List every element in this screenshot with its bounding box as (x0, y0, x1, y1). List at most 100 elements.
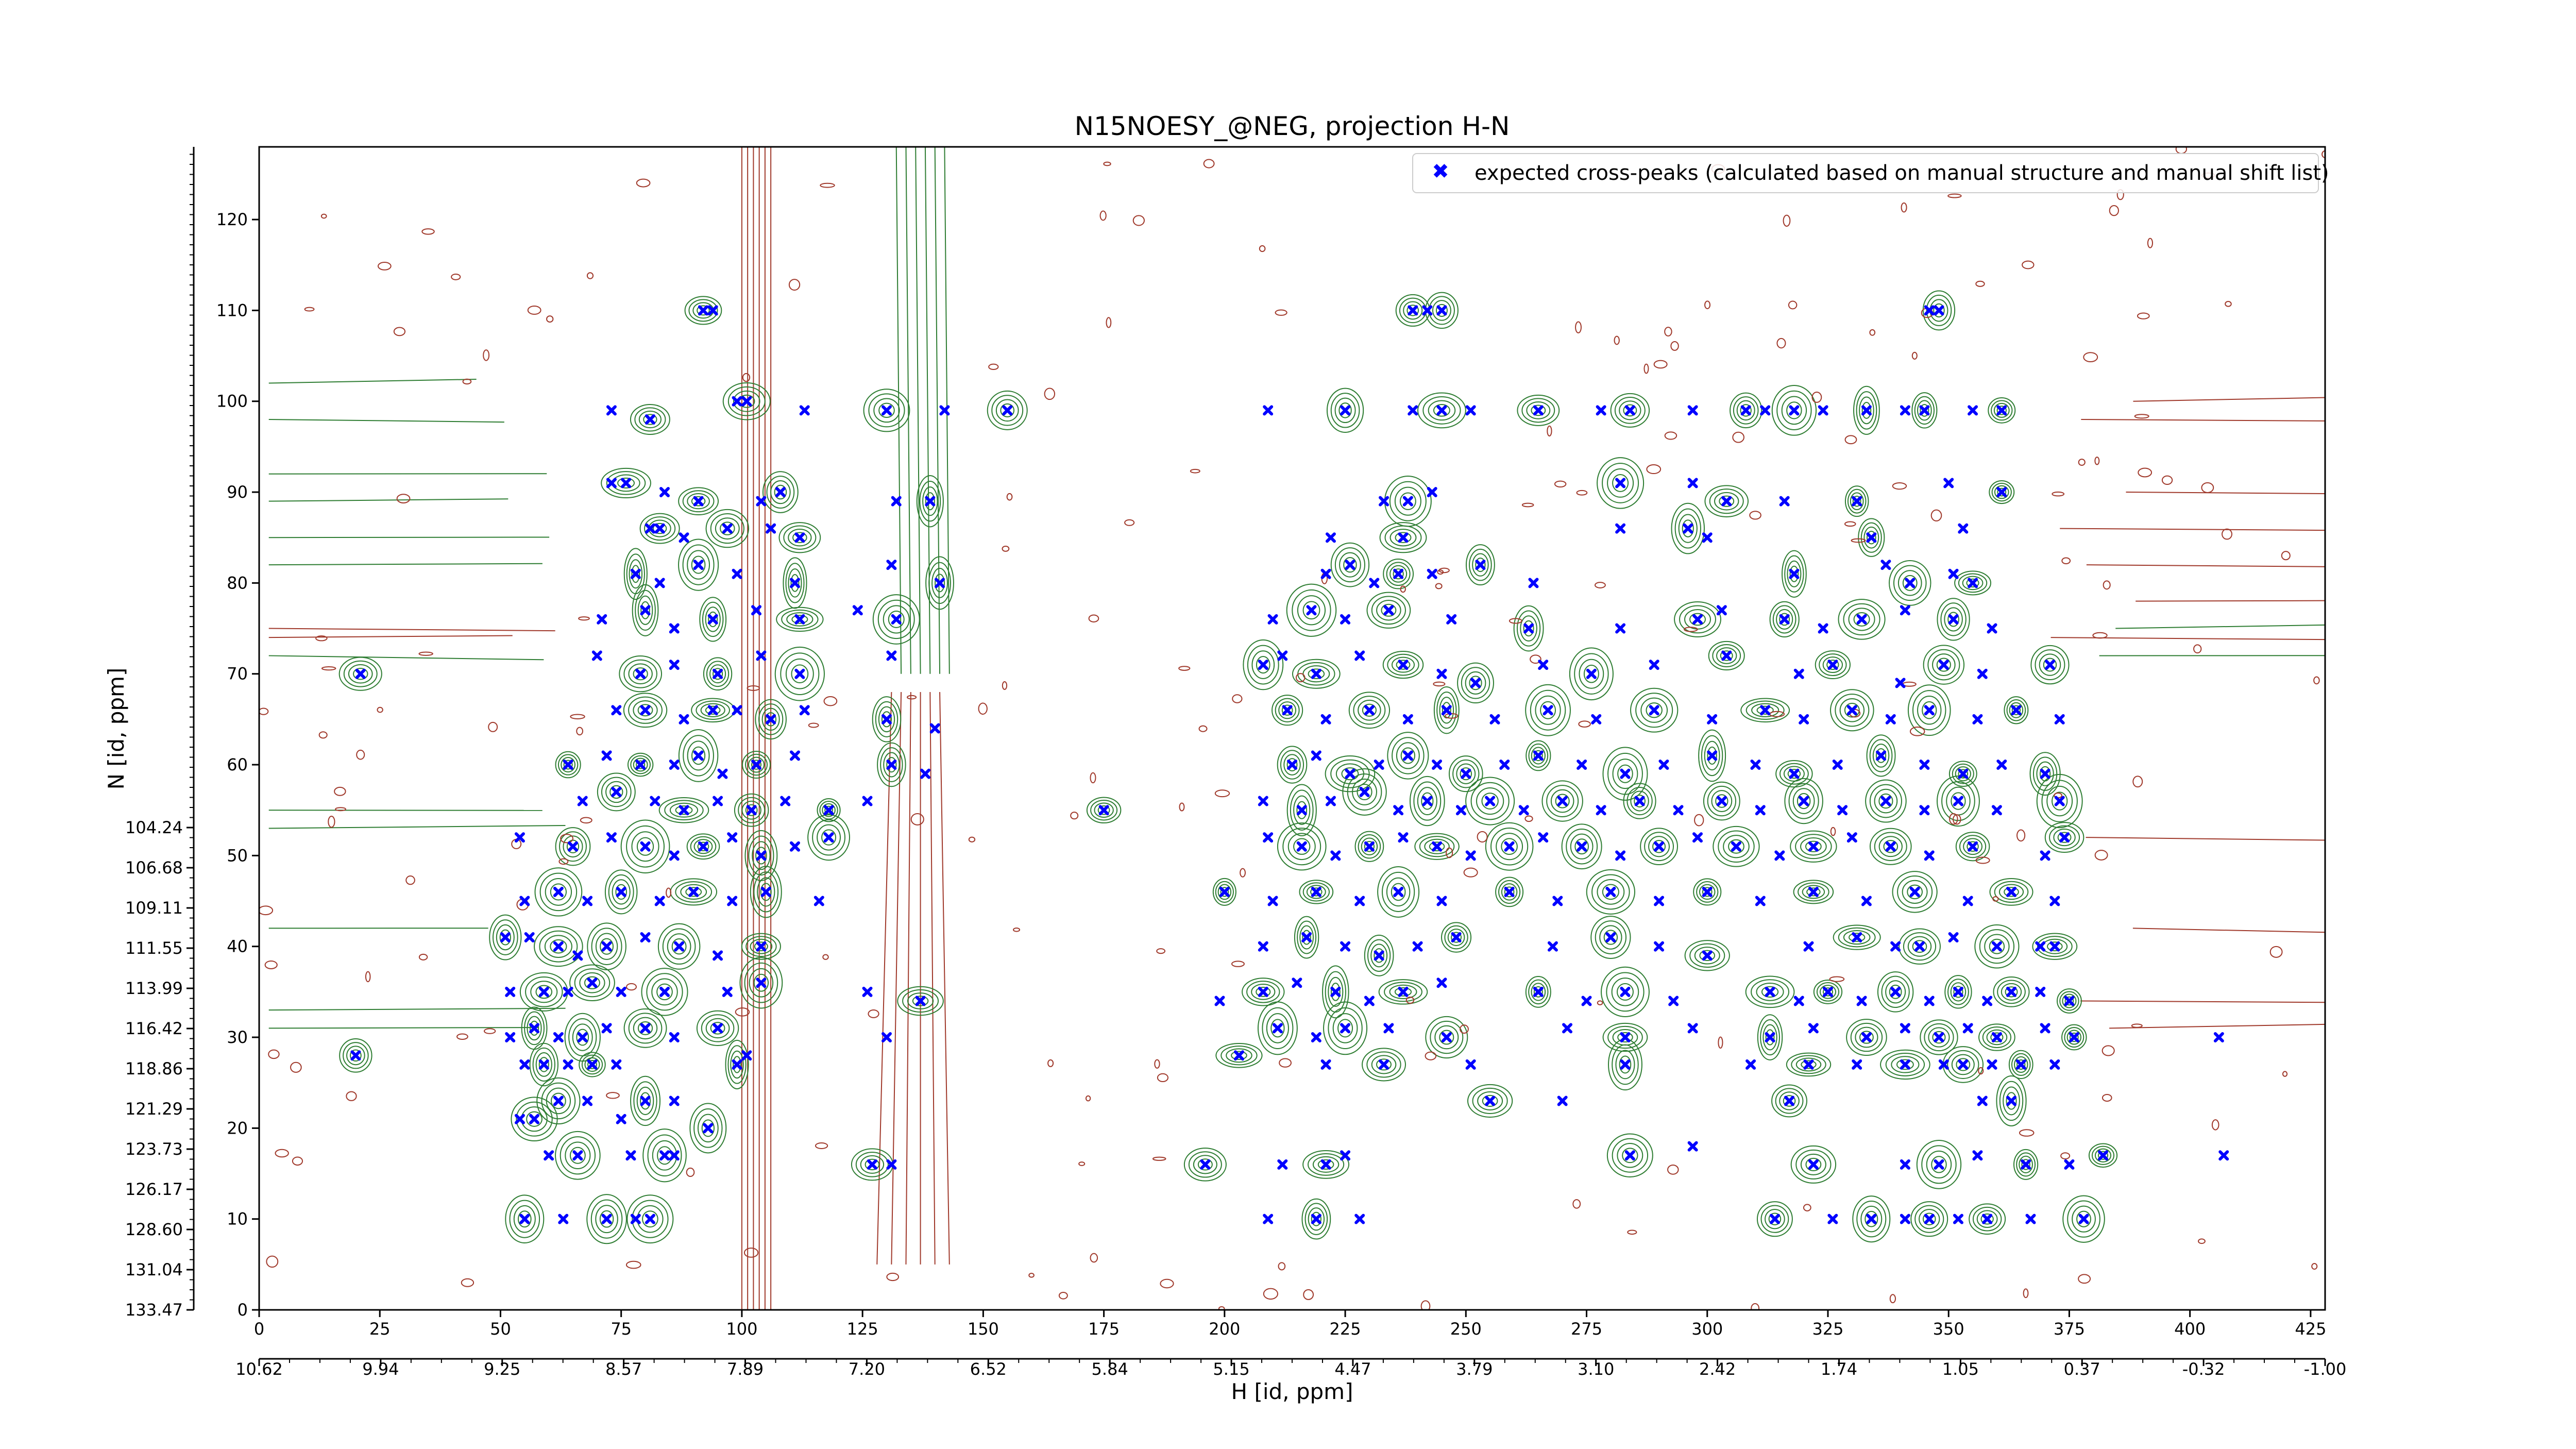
peak-contour (1430, 1020, 1464, 1054)
cross-peak-marker (1958, 768, 1969, 779)
cross-peak-marker (1340, 405, 1351, 416)
cross-peak-marker (514, 1114, 525, 1124)
peak-contour (1338, 402, 1352, 418)
peak-contour (1275, 698, 1300, 722)
x-index-tick-label: 300 (1691, 1319, 1723, 1339)
peak-contour (1387, 653, 1419, 676)
peak-contour (1277, 822, 1327, 871)
cross-peak-marker (722, 523, 733, 534)
peak-contour (1875, 748, 1887, 763)
peak-contour (1954, 570, 1992, 596)
noise-contour (377, 706, 383, 713)
peak-contour (880, 747, 903, 782)
peak-contour (1863, 526, 1879, 549)
cross-peak-marker (693, 560, 704, 570)
cross-peak-marker (669, 850, 680, 861)
peak-contour (1885, 1053, 1925, 1076)
peak-contour (1805, 840, 1822, 852)
peak-contour (1944, 975, 1972, 1009)
peak-contour (1993, 402, 2010, 418)
peak-contour (1920, 403, 1929, 417)
cross-peak-marker (587, 978, 598, 988)
peak-contour (791, 664, 809, 683)
peak-contour (1984, 934, 2010, 959)
peak-contour (574, 968, 611, 998)
peak-contour (640, 1092, 651, 1110)
peak-contour (1292, 659, 1341, 689)
cross-peak-marker (1822, 986, 1833, 997)
cross-peak-marker (1760, 405, 1771, 416)
x-ppm-tick-label: 5.15 (1213, 1359, 1249, 1379)
peak-contour (1617, 1143, 1643, 1168)
noise-contour (743, 1248, 759, 1258)
noise-contour (910, 813, 924, 825)
vertical-strip-contour (929, 692, 936, 1265)
peak-contour (1391, 883, 1406, 901)
cross-peak-marker (2015, 1059, 2026, 1070)
peak-contour (1855, 1026, 1878, 1048)
noise-contour (1160, 1278, 1174, 1289)
streak-contour-right (2081, 418, 2325, 422)
peak-contour (753, 871, 779, 913)
cross-peak-marker (1320, 1159, 1331, 1170)
peak-contour (1694, 947, 1720, 965)
streak-contour-right (2115, 624, 2325, 629)
cross-peak-marker (553, 1032, 564, 1043)
peak-contour (1969, 1203, 2006, 1235)
noise-contour (822, 954, 829, 960)
y-index-tick-label: 40 (227, 937, 248, 956)
noise-contour (2102, 1093, 2112, 1102)
peak-contour (1612, 1044, 1639, 1085)
cross-peak-marker (1900, 1059, 1910, 1070)
cross-peak-marker (1938, 1059, 1949, 1070)
peak-contour (702, 601, 724, 637)
peak-contour (1958, 769, 1969, 779)
peak-contour (2064, 1027, 2084, 1048)
y-index-tick-label: 100 (216, 392, 248, 411)
noise-contour (1240, 868, 1246, 878)
peak-contour (633, 1017, 658, 1040)
cross-peak-marker (553, 886, 564, 897)
noise-contour (1179, 802, 1185, 812)
peak-contour (691, 746, 706, 765)
peak-contour (1342, 768, 1387, 816)
peak-contour (2006, 1092, 2017, 1110)
cross-peak-marker (1789, 405, 1800, 416)
peak-contour (587, 922, 626, 971)
noise-contour (2052, 491, 2065, 497)
cross-peak-marker (2213, 1032, 2224, 1043)
peak-contour (1998, 884, 2024, 900)
peak-contour (1086, 797, 1122, 823)
noise-contour (1521, 502, 1534, 508)
cross-peak-marker (1799, 714, 1809, 724)
noise-contour (1653, 360, 1668, 369)
peak-contour (1914, 1205, 1944, 1233)
peak-contour (632, 1200, 669, 1238)
noise-contour (2147, 238, 2154, 248)
cross-peak-marker (611, 1059, 622, 1070)
peak-contour (349, 1049, 362, 1062)
peak-contour (1364, 934, 1394, 976)
peak-contour (586, 1194, 627, 1244)
peak-contour (1526, 740, 1551, 771)
peak-contour (907, 992, 934, 1009)
peak-contour (1293, 795, 1311, 825)
peak-contour (1843, 930, 1871, 945)
cross-peak-marker (572, 1150, 583, 1161)
noise-contour (483, 1028, 496, 1034)
cross-peak-marker (1658, 760, 1669, 770)
peak-contour (1990, 1032, 2004, 1042)
peak-contour (656, 983, 673, 1001)
noise-contour (2222, 528, 2233, 540)
cross-peak-marker (1900, 605, 1910, 616)
peak-contour (1899, 928, 1941, 965)
peak-contour (1951, 792, 1966, 810)
cross-peak-marker (1856, 614, 1867, 625)
cross-peak-marker (1890, 986, 1901, 997)
peak-contour (1433, 686, 1460, 734)
peak-contour (1094, 802, 1114, 818)
peak-contour (1740, 404, 1752, 417)
cross-peak-marker (635, 760, 646, 770)
cross-peak-marker (1943, 478, 1954, 488)
peak-contour (1395, 532, 1412, 543)
